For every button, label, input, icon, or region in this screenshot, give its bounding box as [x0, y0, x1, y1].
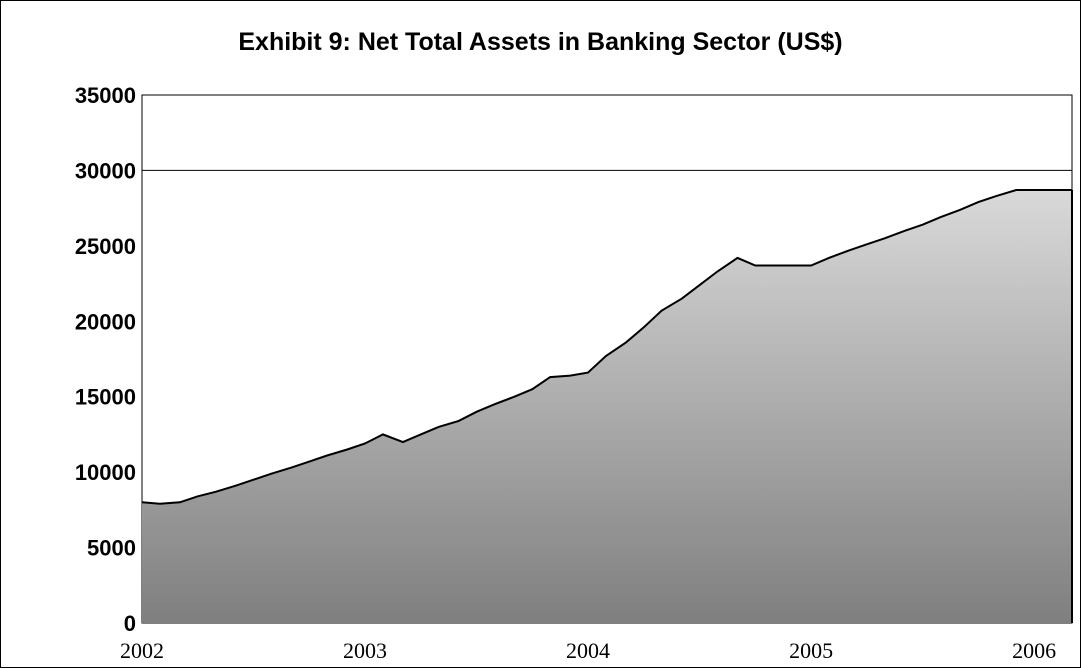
y-tick-label: 35000 — [75, 83, 136, 108]
y-tick-label: 20000 — [75, 309, 136, 334]
y-tick-label: 5000 — [87, 536, 136, 561]
y-tick-label: 25000 — [75, 234, 136, 259]
y-tick-label: 30000 — [75, 158, 136, 183]
series-line — [141, 189, 1072, 505]
x-tick-label: 2004 — [566, 638, 610, 663]
series-area-fill — [142, 190, 1072, 623]
x-tick-label: 2005 — [789, 638, 833, 663]
chart-title: Exhibit 9: Net Total Assets in Banking S… — [238, 28, 843, 56]
x-tick-label: 2006 — [1012, 638, 1056, 663]
y-tick-label: 0 — [124, 611, 136, 636]
x-tick-label: 2002 — [120, 638, 164, 663]
x-tick-label: 2003 — [343, 638, 387, 663]
y-tick-label: 15000 — [75, 385, 136, 410]
y-tick-label: 10000 — [75, 460, 136, 485]
